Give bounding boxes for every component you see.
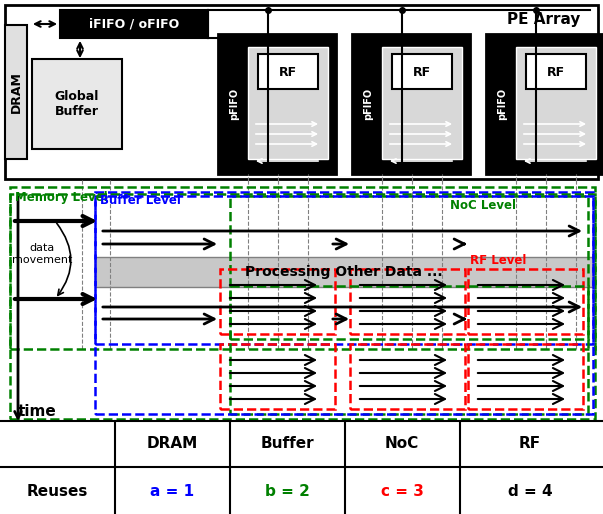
Text: DRAM: DRAM [10, 71, 22, 113]
Bar [218, 34, 336, 174]
Text: c = 3: c = 3 [380, 484, 423, 499]
Text: iFIFO / oFIFO: iFIFO / oFIFO [89, 17, 179, 30]
Text: Buffer: Buffer [260, 436, 314, 451]
Text: data
movement: data movement [12, 243, 72, 265]
Text: RF: RF [547, 65, 565, 79]
Text: PE Array: PE Array [507, 12, 580, 27]
Text: pFIFO: pFIFO [229, 88, 239, 120]
Bar [350, 344, 465, 409]
Text: RF: RF [279, 65, 297, 79]
Text: pFIFO: pFIFO [497, 88, 507, 120]
Text: Processing Other Data ...: Processing Other Data ... [245, 265, 443, 279]
Bar [95, 257, 593, 287]
Bar [230, 286, 588, 414]
Bar [230, 196, 588, 339]
Bar [220, 344, 335, 409]
Text: Memory Level: Memory Level [15, 191, 107, 204]
Bar [382, 47, 462, 159]
Bar [350, 269, 465, 334]
Text: RF Level: RF Level [470, 254, 526, 267]
Bar [468, 269, 583, 334]
Bar [352, 34, 470, 174]
Text: pFIFO: pFIFO [363, 88, 373, 120]
Bar [468, 344, 583, 409]
Text: Reuses: Reuses [27, 484, 87, 499]
Bar [258, 54, 318, 89]
Text: RF: RF [519, 436, 541, 451]
Text: d = 4: d = 4 [508, 484, 552, 499]
Text: NoC: NoC [385, 436, 419, 451]
Bar [486, 34, 603, 174]
Text: DRAM: DRAM [147, 436, 198, 451]
Bar [5, 25, 27, 159]
Bar [248, 47, 328, 159]
Bar [10, 194, 595, 419]
Bar [392, 54, 452, 89]
Bar [10, 187, 595, 349]
Bar [516, 47, 596, 159]
Text: Buffer Level: Buffer Level [100, 194, 181, 207]
Bar [60, 10, 208, 38]
Bar [5, 5, 598, 179]
Text: time: time [18, 403, 57, 418]
Bar [32, 59, 122, 149]
Bar [95, 196, 593, 414]
Text: Global
Buffer: Global Buffer [55, 90, 99, 118]
Bar [220, 269, 335, 334]
Text: a = 1: a = 1 [150, 484, 194, 499]
Bar [526, 54, 586, 89]
Text: NoC Level: NoC Level [450, 199, 516, 212]
Text: b = 2: b = 2 [265, 484, 309, 499]
Text: RF: RF [413, 65, 431, 79]
Bar [95, 192, 593, 344]
